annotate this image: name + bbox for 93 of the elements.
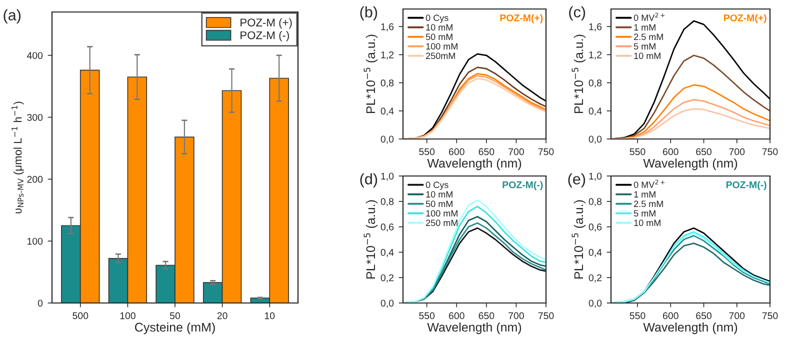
legend-label: 2.5 mM: [634, 200, 663, 208]
x-tick-label: 500: [72, 312, 88, 320]
x-tick-label: 750: [538, 148, 554, 156]
y-tick-label: 0,8: [380, 80, 394, 88]
chart-title: (d): [360, 173, 378, 188]
x-tick-label: 600: [663, 148, 678, 156]
x-tick-label: 550: [419, 148, 435, 156]
y-tick-label: 0,0: [380, 300, 394, 308]
legend-label: 0 Cys: [426, 14, 448, 23]
legend-label: 250mM: [426, 52, 455, 60]
y-axis-title: PL*10$^{−5}$ (a.u.): [572, 34, 586, 114]
y-tick-label: 0,2: [380, 274, 394, 282]
x-tick-label: 550: [419, 312, 435, 320]
x-axis-title: Cysteine (mM): [135, 322, 215, 334]
annotation: POZ-M(-): [726, 181, 766, 190]
legend-label: 10 mM: [634, 52, 660, 60]
legend-label: 2.5 mM: [634, 34, 663, 40]
legend-label: 5 mM: [634, 43, 656, 50]
y-tick-label: 0,0: [588, 300, 602, 308]
x-tick-label: 750: [762, 148, 778, 156]
legend-label: 100 mM: [426, 210, 458, 217]
x-tick-label: 550: [630, 148, 646, 156]
legend-label: POZ-M (-): [240, 31, 289, 42]
x-tick-label: 550: [630, 312, 646, 320]
legend-label: 0 MV$^{2+}$: [634, 12, 665, 21]
x-tick-label: 700: [508, 148, 524, 156]
y-tick-label: 1,0: [589, 172, 602, 181]
x-tick-label: 650: [478, 148, 494, 156]
x-tick-label: 700: [729, 148, 745, 156]
y-tick-label: 400: [26, 52, 43, 59]
y-tick-label: 0,8: [588, 198, 602, 206]
y-tick-label: 1,6: [381, 23, 394, 32]
y-axis-title: PL*10$^{−5}$ (a.u.): [364, 200, 378, 279]
y-axis-title: PL*10$^{−5}$ (a.u.): [572, 200, 586, 279]
annotation: POZ-M(-): [502, 181, 543, 190]
y-tick-label: 0,4: [380, 248, 394, 257]
y-tick-label: 1,2: [589, 51, 602, 60]
x-tick-label: 600: [663, 312, 678, 320]
y-tick-label: 0,4: [380, 108, 394, 116]
annotation: POZ-M(+): [500, 14, 543, 24]
y-tick-label: 300: [27, 114, 43, 121]
y-tick-label: 0,6: [588, 224, 602, 232]
x-tick-label: 650: [478, 312, 494, 320]
legend-label: 1 mM: [634, 24, 656, 30]
legend-label: 0 Cys: [426, 182, 448, 190]
y-tick-label: 0,4: [588, 248, 602, 257]
x-tick-label: 650: [696, 312, 712, 320]
x-tick-label: 650: [696, 148, 712, 156]
legend-label: 250 mM: [426, 220, 458, 226]
x-tick-label: 750: [538, 312, 554, 320]
legend-label: 10 mM: [426, 24, 452, 31]
y-tick-label: 1,6: [589, 23, 602, 32]
y-axis-title: PL*10$^{−5}$ (a.u.): [364, 34, 378, 114]
x-axis-title: Wavelength (nm): [427, 158, 522, 170]
y-axis-title: υ$_{NPs-MV}$ (μmol L$^{−1}$ h$^{−1}$): [12, 102, 24, 214]
x-tick-label: 50: [170, 312, 180, 320]
y-tick-label: 0,8: [588, 80, 602, 88]
y-tick-label: 0,6: [380, 224, 394, 232]
legend-label: POZ-M (+): [240, 18, 292, 29]
x-tick-label: 750: [762, 312, 778, 320]
x-axis-title: Wavelength (nm): [643, 158, 738, 170]
y-tick-label: 200: [27, 176, 43, 183]
chart-title: (b): [360, 6, 378, 20]
chart-title: (c): [569, 6, 586, 20]
y-tick-label: 0,4: [588, 108, 602, 116]
x-tick-label: 700: [508, 312, 524, 320]
annotation: POZ-M(+): [724, 14, 766, 24]
y-tick-label: 0,0: [588, 136, 602, 144]
x-tick-label: 600: [449, 148, 464, 156]
x-tick-label: 600: [449, 312, 464, 320]
y-tick-label: 0,8: [380, 198, 394, 206]
legend-label: 5 mM: [634, 210, 656, 217]
legend-label: 10 mM: [426, 191, 452, 198]
y-tick-label: 100: [27, 238, 43, 245]
chart-title: (e): [568, 173, 586, 188]
legend-label: 50 mM: [426, 34, 452, 40]
y-tick-label: 1,2: [381, 51, 394, 60]
x-tick-label: 100: [120, 312, 136, 320]
y-tick-label: 0,2: [588, 274, 602, 282]
legend-label: 10 mM: [634, 220, 660, 226]
y-tick-label: 1,0: [381, 172, 394, 181]
legend-label: 100 mM: [426, 43, 458, 50]
legend-label: 0 MV$^{2+}$: [634, 180, 665, 188]
x-axis-title: Wavelength (nm): [643, 322, 738, 334]
x-tick-label: 10: [264, 312, 275, 320]
y-tick-label: 0: [38, 300, 43, 307]
legend-label: 50 mM: [426, 200, 452, 208]
x-tick-label: 700: [729, 312, 745, 320]
y-tick-label: 0,0: [380, 136, 394, 144]
chart-title: (a): [4, 9, 20, 24]
legend-label: 1 mM: [634, 191, 656, 198]
x-axis-title: Wavelength (nm): [427, 322, 522, 334]
x-tick-label: 20: [217, 312, 228, 320]
